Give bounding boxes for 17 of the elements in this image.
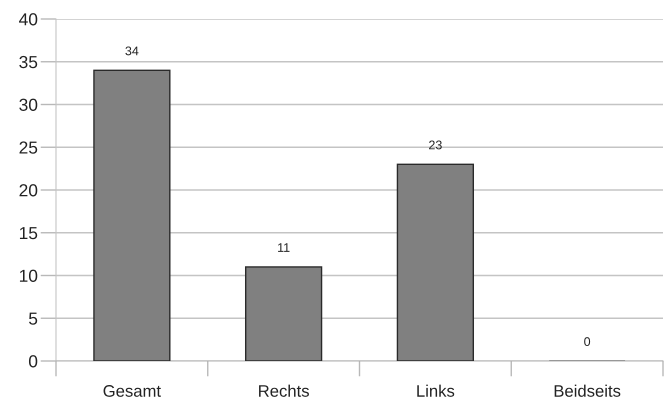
y-tick-label: 5 [28,312,38,325]
x-tick-label: Links [417,384,454,397]
y-tick-label: 0 [28,355,38,368]
x-tick-label: Gesamt [104,385,161,397]
y-tick-label: 40 [19,13,38,26]
y-tick-label: 10 [20,270,38,282]
data-label: 23 [429,140,442,150]
data-label: 0 [584,337,590,346]
y-tick-label: 15 [20,227,38,240]
y-tick-label: 20 [20,184,38,196]
y-tick-label: 25 [20,141,38,154]
y-tick-label: 30 [19,98,38,111]
x-tick-label: Beidseits [554,384,620,397]
y-tick-label: 35 [19,56,38,68]
x-tick-label: Rechts [259,384,309,397]
data-label: 11 [278,243,290,252]
data-label: 34 [125,46,138,56]
